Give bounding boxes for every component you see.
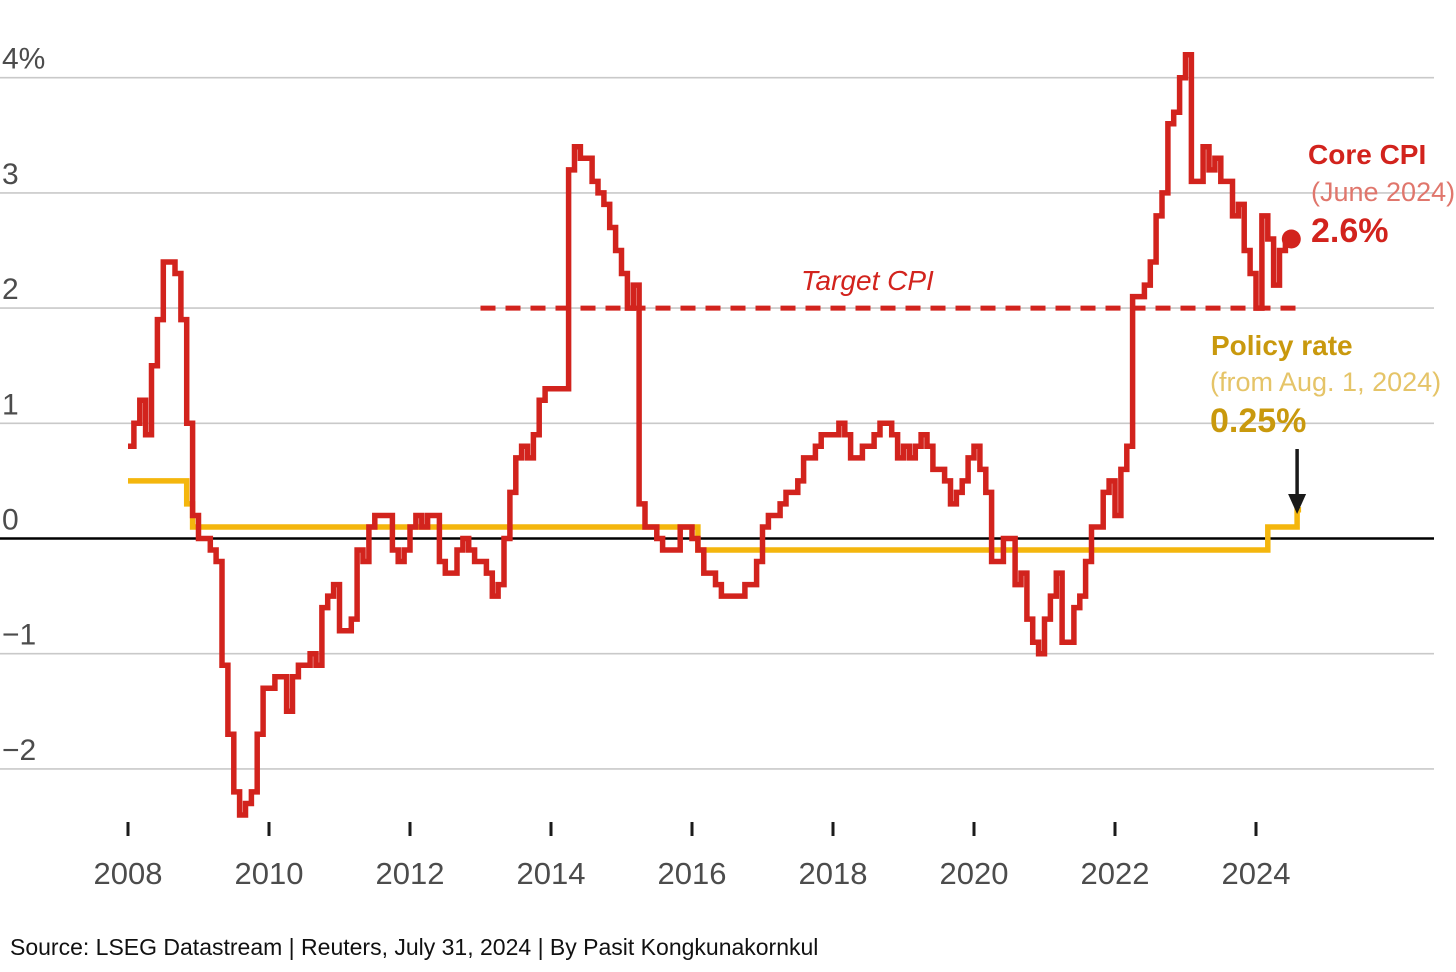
x-axis-tick-2010 <box>267 822 271 836</box>
target-cpi-label: Target CPI <box>801 265 934 296</box>
x-axis-label-2008: 2008 <box>94 856 163 891</box>
x-axis-tick-2024 <box>1254 822 1258 836</box>
core-cpi-label-title: Core CPI <box>1308 139 1427 170</box>
x-axis-label-2014: 2014 <box>517 856 586 891</box>
policy-rate-arrow-head <box>1288 494 1307 514</box>
y-axis-label-1: 1 <box>2 388 19 421</box>
y-axis-label--1: −1 <box>2 619 36 652</box>
y-axis-label-4: 4% <box>2 43 45 76</box>
x-axis-tick-2012 <box>408 822 412 836</box>
x-axis-label-2018: 2018 <box>799 856 868 891</box>
core-cpi-line <box>128 51 1292 818</box>
x-axis-label-2022: 2022 <box>1081 856 1150 891</box>
x-axis-tick-2018 <box>831 822 835 836</box>
x-axis-label-2010: 2010 <box>235 856 304 891</box>
x-axis-label-2016: 2016 <box>658 856 727 891</box>
x-axis-label-2012: 2012 <box>376 856 445 891</box>
policy-rate-label-title: Policy rate <box>1211 330 1353 361</box>
x-axis-label-2024: 2024 <box>1222 856 1291 891</box>
policy-rate-label-value: 0.25% <box>1210 402 1307 440</box>
y-axis-label-0: 0 <box>2 504 19 537</box>
source-attribution: Source: LSEG Datastream | Reuters, July … <box>10 934 819 960</box>
x-axis-tick-2008 <box>126 822 130 836</box>
core-cpi-label-subtitle: (June 2024) <box>1311 177 1456 207</box>
y-axis-label-2: 2 <box>2 273 19 306</box>
x-axis-label-2020: 2020 <box>940 856 1009 891</box>
x-axis-tick-2022 <box>1113 822 1117 836</box>
core-cpi-end-dot <box>1281 229 1301 249</box>
core-cpi-label-value: 2.6% <box>1311 212 1389 250</box>
x-axis-tick-2020 <box>972 822 976 836</box>
x-axis-tick-2016 <box>690 822 694 836</box>
y-axis-label--2: −2 <box>2 734 36 767</box>
x-axis-tick-2014 <box>549 822 553 836</box>
y-axis-label-3: 3 <box>2 158 19 191</box>
policy-rate-label-subtitle: (from Aug. 1, 2024) <box>1210 367 1442 397</box>
